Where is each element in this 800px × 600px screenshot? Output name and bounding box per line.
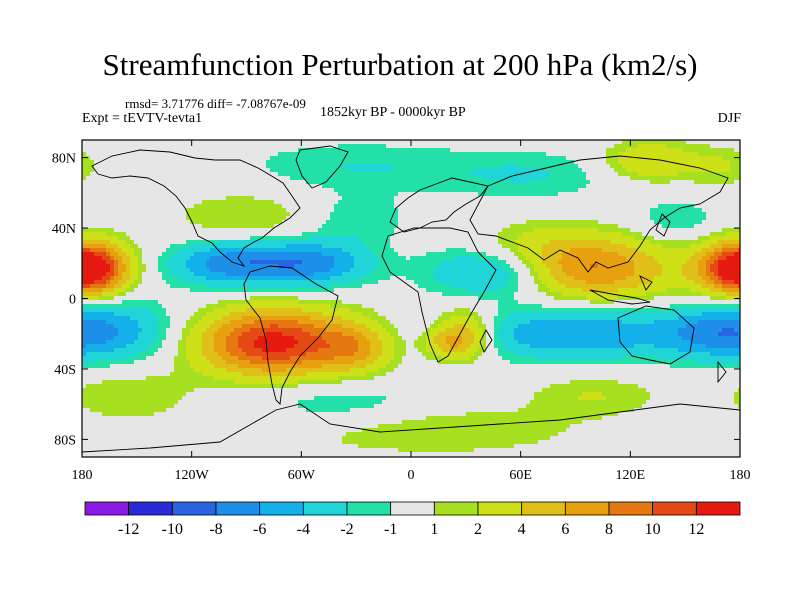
colorbar-swatch xyxy=(652,501,697,516)
map-axes: 80N 40N 0 40S 80S 180 120W 60W 0 60E 120E 180 xyxy=(52,140,751,483)
colorbar-label: -8 xyxy=(209,521,222,538)
colorbar-swatch xyxy=(695,501,741,516)
colorbar-label: -12 xyxy=(118,521,139,538)
colorbar-swatch xyxy=(477,501,523,516)
colorbar-swatch xyxy=(128,501,173,516)
lon-tick-label: 120W xyxy=(175,468,210,483)
colorbar-swatch xyxy=(215,501,261,516)
lon-tick-label: 60E xyxy=(509,468,532,483)
colorbar-label: 8 xyxy=(605,521,613,538)
colorbar-swatch xyxy=(84,501,130,516)
period-label: 1852kyr BP - 0000kyr BP xyxy=(320,105,466,120)
colorbar-swatch xyxy=(433,501,479,516)
colorbar-label: 10 xyxy=(645,521,661,538)
rmsd-diff-stats: rmsd= 3.71776 diff= -7.08767e-09 xyxy=(125,96,306,111)
colorbar-label: -1 xyxy=(384,521,397,538)
lat-tick-label: 0 xyxy=(69,293,76,308)
lat-tick-label: 40N xyxy=(52,222,76,237)
lat-tick-label: 40S xyxy=(54,363,76,378)
colorbar-label: -2 xyxy=(340,521,353,538)
colorbar-swatch xyxy=(346,501,392,516)
lat-tick-label: 80N xyxy=(52,152,76,167)
plot-title: Streamfunction Perturbation at 200 hPa (… xyxy=(102,47,698,82)
colorbar-label: -6 xyxy=(253,521,266,538)
colorbar-swatch xyxy=(171,501,217,516)
colorbar-swatch xyxy=(564,501,610,516)
colorbar-swatch xyxy=(521,501,566,516)
experiment-label: Expt = tEVTV-tevta1 xyxy=(82,111,203,126)
colorbar-label: 2 xyxy=(474,521,482,538)
colorbar-label: 1 xyxy=(430,521,438,538)
lon-tick-label: 180 xyxy=(730,468,751,483)
coastlines xyxy=(82,145,740,453)
season-label: DJF xyxy=(717,111,741,126)
lon-tick-label: 120E xyxy=(616,468,646,483)
colorbar-swatch xyxy=(390,501,435,516)
colorbar-label: 6 xyxy=(561,521,569,538)
colorbar-label: 12 xyxy=(688,521,704,538)
lon-tick-label: 0 xyxy=(408,468,415,483)
colorbar-label: -10 xyxy=(162,521,183,538)
colorbar-swatch xyxy=(302,501,348,516)
lat-tick-label: 80S xyxy=(54,433,76,448)
colorbar: -12 -10 -8 -6 -4 -2 -1 1 2 4 6 8 10 12 xyxy=(84,501,741,538)
colorbar-swatch xyxy=(259,501,304,516)
colorbar-swatch xyxy=(608,501,654,516)
colorbar-label: -4 xyxy=(297,521,310,538)
lon-tick-label: 60W xyxy=(288,468,316,483)
lon-tick-label: 180 xyxy=(72,468,93,483)
colorbar-label: 4 xyxy=(518,521,526,538)
